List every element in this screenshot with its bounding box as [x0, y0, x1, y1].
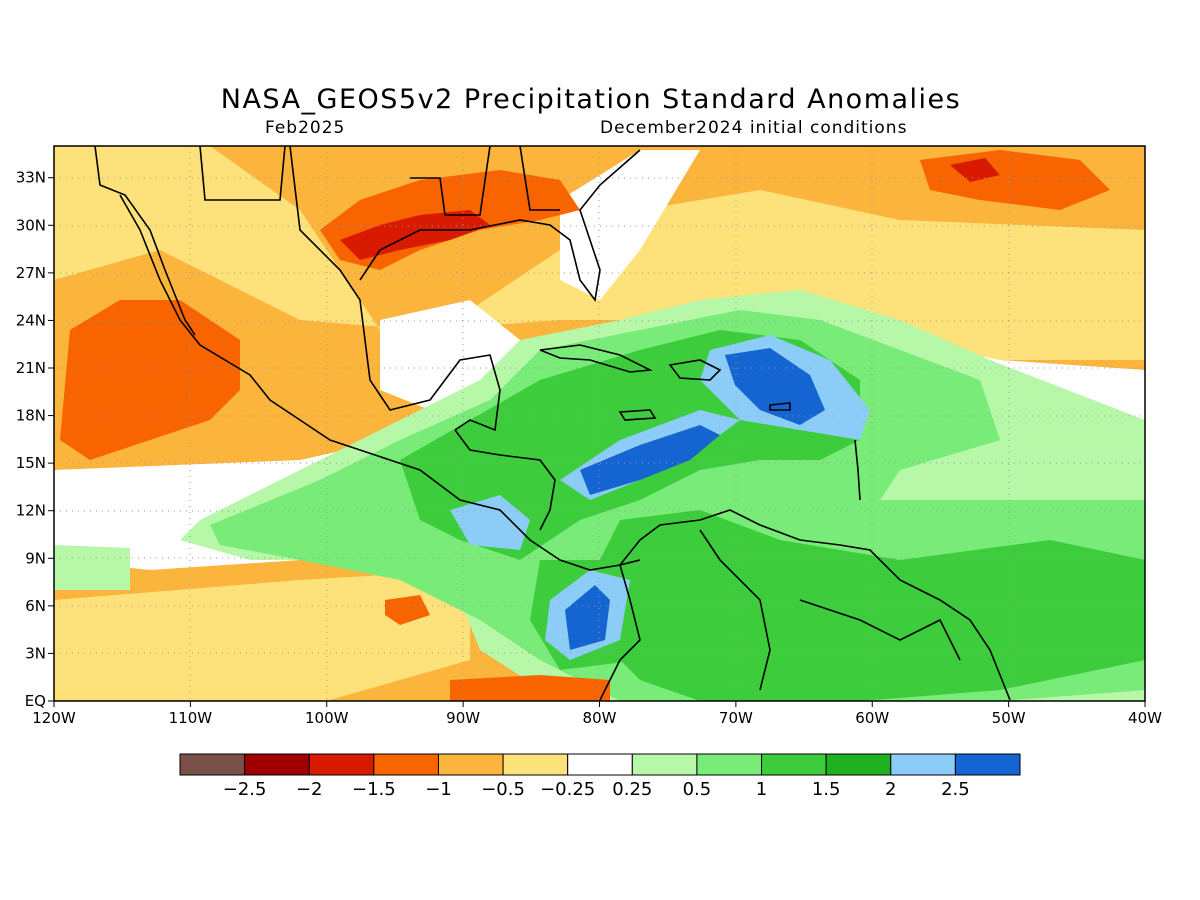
y-tick-label: 30N: [16, 216, 46, 234]
y-tick-label: 21N: [16, 359, 46, 377]
y-tick-label: 27N: [16, 264, 46, 282]
forecast-month: Feb2025: [265, 118, 346, 138]
negative-orange-equatorial: [450, 675, 610, 701]
x-tick-label: 70W: [719, 709, 753, 727]
y-tick-label: 18N: [16, 407, 46, 425]
colorbar-swatch: [373, 753, 439, 776]
x-tick-label: 50W: [992, 709, 1026, 727]
colorbar-label: −2: [296, 779, 323, 800]
positive-dark-blue-colombia-pacific: [565, 585, 610, 650]
colorbar-label: −1: [425, 779, 452, 800]
colorbar-label: 2: [885, 779, 896, 800]
x-tick-label: 80W: [583, 709, 617, 727]
colorbar-swatch: [567, 753, 633, 776]
x-tick-label: 60W: [855, 709, 889, 727]
x-axis-ticks: 120W 110W 100W 90W 80W 70W 60W 50W 40W: [32, 701, 1162, 727]
y-tick-label: 24N: [16, 311, 46, 329]
colorbar-swatch: [437, 753, 504, 776]
colorbar-swatch: [954, 753, 1021, 776]
colorbar-swatch: [179, 753, 246, 776]
colorbar-label: 1: [756, 779, 767, 800]
y-tick-label: EQ: [25, 692, 46, 710]
band-weak-negative-equatorial-pacific: [54, 570, 470, 700]
x-tick-label: 90W: [446, 709, 480, 727]
coastlines: [94, 146, 1011, 701]
colorbar-label: −1.5: [352, 779, 396, 800]
anomaly-field: [54, 146, 1145, 701]
positive-light-green-west: [54, 545, 130, 590]
colorbar-swatch: [761, 753, 827, 776]
colorbar-label: 0.25: [612, 779, 652, 800]
colorbar: −2.5 −2 −1.5 −1 −0.5 −0.25 0.25 0.5 1 1.5 2 2.5: [179, 753, 1021, 800]
negative-orange-pacific-patch: [385, 595, 430, 625]
colorbar-swatch: [825, 753, 892, 776]
colorbar-swatch: [502, 753, 569, 776]
negative-red-texas-coast: [340, 210, 490, 260]
chart-title: NASA_GEOS5v2 Precipitation Standard Anom…: [220, 84, 962, 115]
initial-conditions: December2024 initial conditions: [600, 118, 908, 138]
positive-dark-blue-caribbean: [580, 425, 720, 495]
white-patch-florida-straits: [560, 150, 700, 300]
colorbar-label: −2.5: [223, 779, 267, 800]
colorbar-swatch: [631, 753, 698, 776]
x-tick-label: 120W: [32, 709, 76, 727]
x-tick-label: 40W: [1128, 709, 1162, 727]
y-tick-label: 3N: [25, 644, 46, 662]
y-tick-label: 6N: [25, 597, 46, 615]
positive-light-blue-nicaragua: [450, 495, 530, 550]
y-tick-label: 15N: [16, 454, 46, 472]
x-tick-label: 100W: [305, 709, 349, 727]
y-tick-label: 33N: [16, 169, 46, 187]
y-tick-label: 12N: [16, 502, 46, 520]
colorbar-label: −0.5: [481, 779, 525, 800]
y-tick-label: 9N: [25, 549, 46, 567]
lat-lon-grid: [54, 146, 1145, 701]
colorbar-swatch: [890, 753, 956, 776]
colorbar-label: −0.25: [540, 779, 595, 800]
negative-red-atlantic: [950, 158, 1000, 182]
positive-dark-blue-hispaniola: [725, 348, 825, 425]
colorbar-label: 0.5: [683, 779, 712, 800]
colorbar-swatch: [244, 753, 310, 776]
x-tick-label: 110W: [169, 709, 213, 727]
colorbar-label: 1.5: [812, 779, 841, 800]
colorbar-label: 2.5: [941, 779, 970, 800]
colorbar-swatch: [696, 753, 763, 776]
colorbar-swatch: [308, 753, 375, 776]
y-axis-ticks: EQ 3N 6N 9N 12N 15N 18N 21N 24N 27N 30N 33N: [16, 169, 54, 710]
